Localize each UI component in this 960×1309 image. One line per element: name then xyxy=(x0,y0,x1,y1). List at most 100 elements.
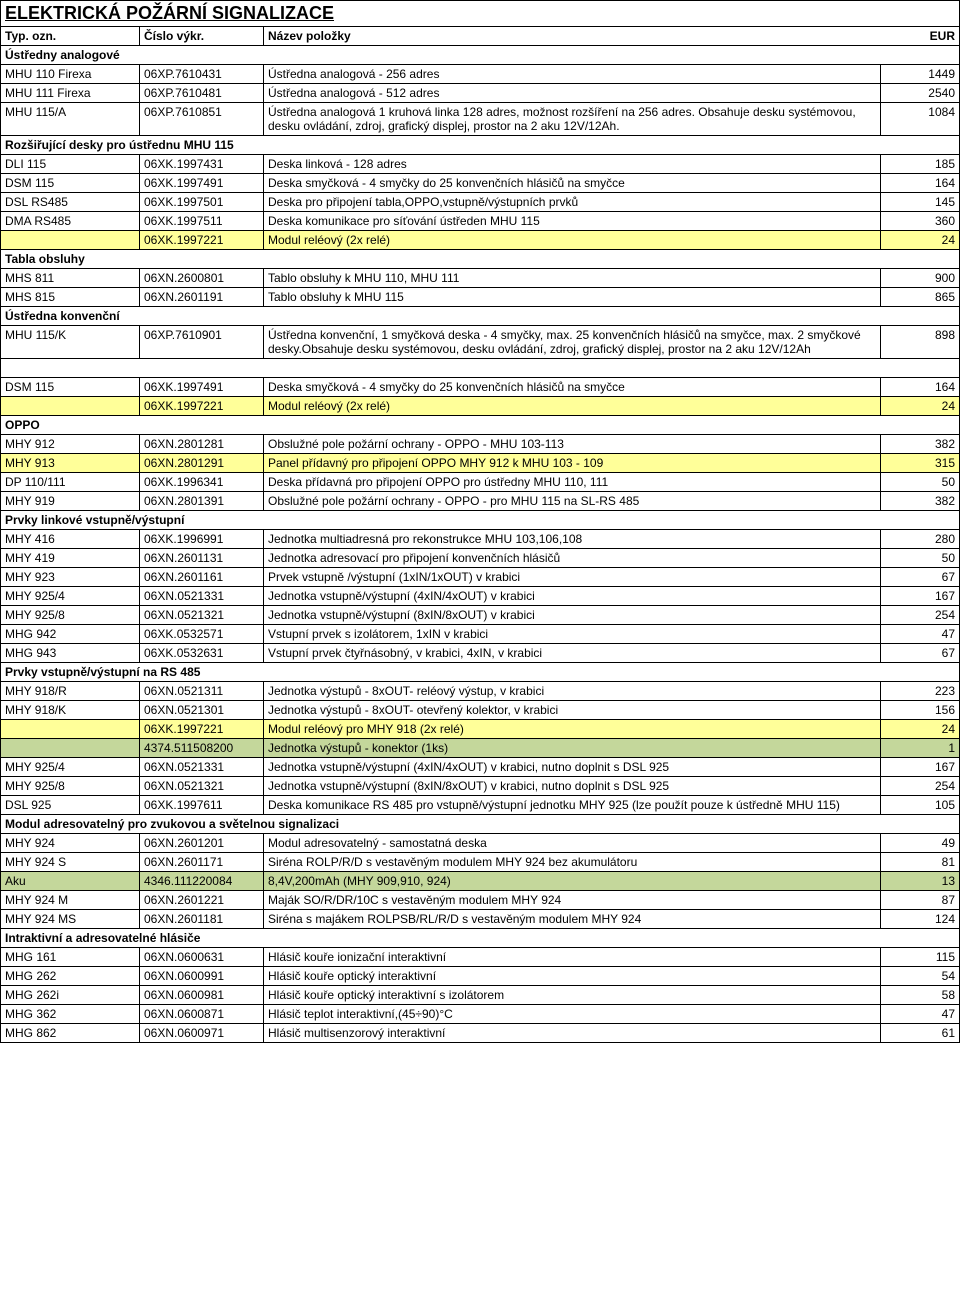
cell-price: 54 xyxy=(881,967,960,986)
cell-type: MHG 943 xyxy=(1,644,140,663)
cell-desc: 8,4V,200mAh (MHY 909,910, 924) xyxy=(264,872,881,891)
section-header: Prvky vstupně/výstupní na RS 485 xyxy=(1,663,881,682)
cell-desc: Deska linková - 128 adres xyxy=(264,155,881,174)
cell-type: MHG 262 xyxy=(1,967,140,986)
cell-desc: Modul reléový (2x relé) xyxy=(264,397,881,416)
cell-code: 06XN.2601131 xyxy=(140,549,264,568)
cell-type: MHG 362 xyxy=(1,1005,140,1024)
section-header: Rozšiřující desky pro ústřednu MHU 115 xyxy=(1,136,881,155)
cell-price: 50 xyxy=(881,473,960,492)
cell-type: DP 110/111 xyxy=(1,473,140,492)
cell-desc: Deska komunikace pro síťování ústředen M… xyxy=(264,212,881,231)
cell-type: MHG 942 xyxy=(1,625,140,644)
cell-price: 115 xyxy=(881,948,960,967)
cell-type: MHY 419 xyxy=(1,549,140,568)
cell-price: 164 xyxy=(881,378,960,397)
cell-price: 167 xyxy=(881,758,960,777)
cell-code: 06XN.0521321 xyxy=(140,606,264,625)
cell-price: 1449 xyxy=(881,65,960,84)
cell-code: 06XK.1997491 xyxy=(140,378,264,397)
section-header: Intraktivní a adresovatelné hlásiče xyxy=(1,929,881,948)
cell-type: MHG 161 xyxy=(1,948,140,967)
cell-code: 06XK.1997221 xyxy=(140,397,264,416)
cell-type: MHY 918/K xyxy=(1,701,140,720)
cell-price: 58 xyxy=(881,986,960,1005)
cell-desc: Jednotka adresovací pro připojení konven… xyxy=(264,549,881,568)
cell-code: 06XN.0521311 xyxy=(140,682,264,701)
cell-code: 06XN.2801391 xyxy=(140,492,264,511)
cell-type: DSL 925 xyxy=(1,796,140,815)
cell-code: 06XP.7610901 xyxy=(140,326,264,359)
section-header: Ústředny analogové xyxy=(1,46,881,65)
cell-code: 06XN.0600981 xyxy=(140,986,264,1005)
cell-desc: Modul adresovatelný - samostatná deska xyxy=(264,834,881,853)
cell-price: 167 xyxy=(881,587,960,606)
cell-desc: Jednotka výstupů - 8xOUT- otevřený kolek… xyxy=(264,701,881,720)
cell-type: MHU 115/A xyxy=(1,103,140,136)
cell-code: 06XP.7610851 xyxy=(140,103,264,136)
cell-code: 06XN.0521301 xyxy=(140,701,264,720)
cell-desc: Obslužné pole požární ochrany - OPPO - M… xyxy=(264,435,881,454)
cell-desc: Tablo obsluhy k MHU 110, MHU 111 xyxy=(264,269,881,288)
cell-price: 50 xyxy=(881,549,960,568)
cell-price: 254 xyxy=(881,777,960,796)
cell-desc: Deska pro připojení tabla,OPPO,vstupně/v… xyxy=(264,193,881,212)
section-header: Modul adresovatelný pro zvukovou a světe… xyxy=(1,815,881,834)
cell-desc: Deska komunikace RS 485 pro vstupně/výst… xyxy=(264,796,881,815)
cell-code: 06XK.1997511 xyxy=(140,212,264,231)
cell-price: 1 xyxy=(881,739,960,758)
cell-type: MHY 924 xyxy=(1,834,140,853)
cell-desc: Panel přídavný pro připojení OPPO MHY 91… xyxy=(264,454,881,473)
price-table: ELEKTRICKÁ POŽÁRNÍ SIGNALIZACE Typ. ozn.… xyxy=(0,0,960,1043)
cell-desc: Siréna ROLP/R/D s vestavěným modulem MHY… xyxy=(264,853,881,872)
cell-desc: Hlásič kouře optický interaktivní xyxy=(264,967,881,986)
cell-type: DSM 115 xyxy=(1,378,140,397)
cell-code: 06XK.1997431 xyxy=(140,155,264,174)
cell-price: 360 xyxy=(881,212,960,231)
cell-price: 105 xyxy=(881,796,960,815)
cell-desc: Obslužné pole požární ochrany - OPPO - p… xyxy=(264,492,881,511)
cell-price: 865 xyxy=(881,288,960,307)
cell-desc: Hlásič kouře ionizační interaktivní xyxy=(264,948,881,967)
cell-price: 900 xyxy=(881,269,960,288)
cell-price: 47 xyxy=(881,1005,960,1024)
cell-type: MHY 918/R xyxy=(1,682,140,701)
cell-type: MHS 811 xyxy=(1,269,140,288)
cell-desc: Jednotka vstupně/výstupní (8xIN/8xOUT) v… xyxy=(264,606,881,625)
cell-type xyxy=(1,231,140,250)
cell-code: 06XK.1997611 xyxy=(140,796,264,815)
cell-price: 87 xyxy=(881,891,960,910)
cell-type: MHY 925/4 xyxy=(1,758,140,777)
cell-price: 254 xyxy=(881,606,960,625)
cell-type: MHG 262i xyxy=(1,986,140,1005)
cell-code: 06XP.7610431 xyxy=(140,65,264,84)
cell-price: 67 xyxy=(881,644,960,663)
cell-type xyxy=(1,397,140,416)
section-header: Tabla obsluhy xyxy=(1,250,881,269)
cell-price: 185 xyxy=(881,155,960,174)
cell-desc: Hlásič multisenzorový interaktivní xyxy=(264,1024,881,1043)
header-name: Název položky xyxy=(264,27,881,46)
cell-code: 06XN.2601201 xyxy=(140,834,264,853)
cell-type: DSM 115 xyxy=(1,174,140,193)
cell-type: MHU 110 Firexa xyxy=(1,65,140,84)
cell-code: 06XN.0521321 xyxy=(140,777,264,796)
cell-type xyxy=(1,739,140,758)
cell-code: 06XN.2601191 xyxy=(140,288,264,307)
cell-type: MHU 111 Firexa xyxy=(1,84,140,103)
cell-price: 145 xyxy=(881,193,960,212)
cell-desc: Prvek vstupně /výstupní (1xIN/1xOUT) v k… xyxy=(264,568,881,587)
cell-code: 4346.111220084 xyxy=(140,872,264,891)
cell-code: 06XK.1996341 xyxy=(140,473,264,492)
cell-desc: Vstupní prvek s izolátorem, 1xIN v krabi… xyxy=(264,625,881,644)
cell-price: 315 xyxy=(881,454,960,473)
header-eur: EUR xyxy=(881,27,960,46)
cell-price: 61 xyxy=(881,1024,960,1043)
cell-desc: Deska smyčková - 4 smyčky do 25 konvenčn… xyxy=(264,378,881,397)
cell-code: 06XK.0532631 xyxy=(140,644,264,663)
cell-desc: Jednotka vstupně/výstupní (4xIN/4xOUT) v… xyxy=(264,758,881,777)
cell-desc: Modul reléový (2x relé) xyxy=(264,231,881,250)
cell-price: 156 xyxy=(881,701,960,720)
cell-type: Aku xyxy=(1,872,140,891)
cell-desc: Jednotka výstupů - konektor (1ks) xyxy=(264,739,881,758)
